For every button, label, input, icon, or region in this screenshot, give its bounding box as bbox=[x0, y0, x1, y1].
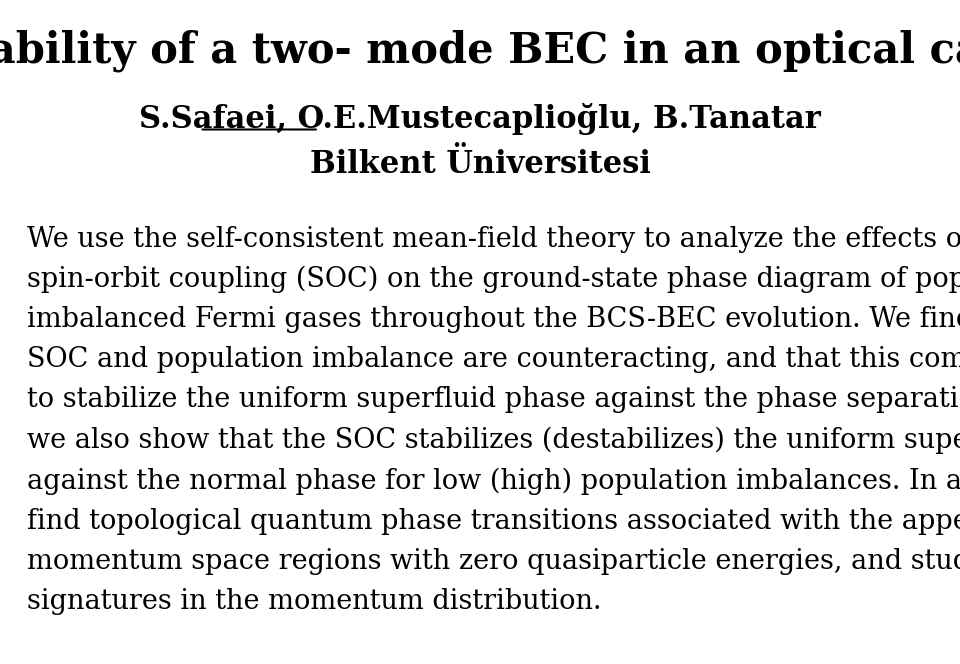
Text: S.Safaei, O.E.Mustecaplioğlu, B.Tanatar: S.Safaei, O.E.Mustecaplioğlu, B.Tanatar bbox=[139, 103, 821, 135]
Text: Bilkent Üniversitesi: Bilkent Üniversitesi bbox=[309, 149, 651, 181]
Text: Bistability of a two- mode BEC in an optical cavity: Bistability of a two- mode BEC in an opt… bbox=[0, 30, 960, 72]
Text: We use the self-consistent mean-field theory to analyze the effects of Rashba-ty: We use the self-consistent mean-field th… bbox=[27, 226, 960, 615]
